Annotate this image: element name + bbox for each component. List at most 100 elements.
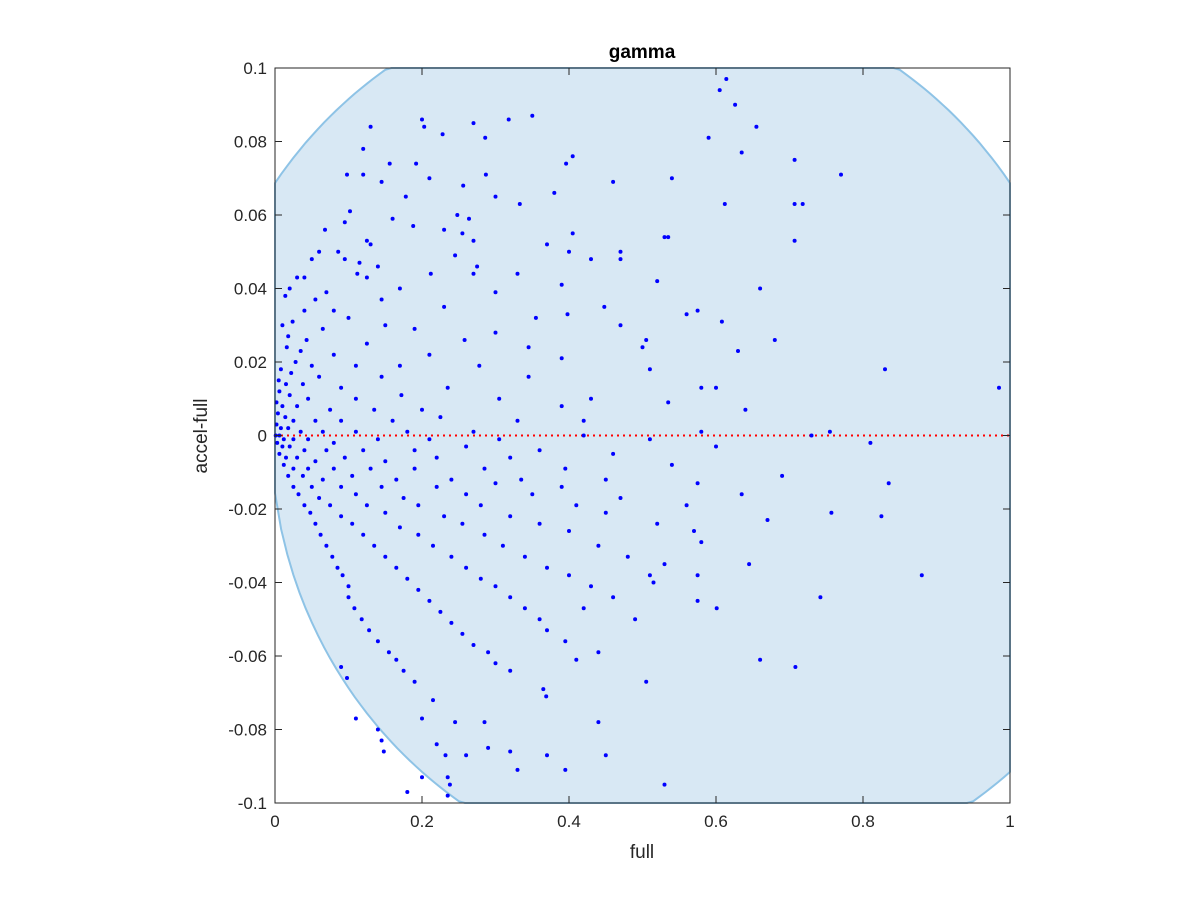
scatter-point — [603, 510, 608, 515]
scatter-point — [317, 374, 322, 379]
scatter-point — [306, 437, 311, 442]
scatter-point — [283, 415, 288, 420]
scatter-point — [829, 510, 834, 515]
scatter-point — [405, 576, 410, 581]
scatter-point — [328, 407, 333, 412]
scatter-point — [743, 407, 748, 412]
scatter-point — [482, 532, 487, 537]
scatter-point — [372, 407, 377, 412]
scatter-point — [792, 238, 797, 243]
scatter-point — [284, 345, 289, 350]
scatter-point — [339, 484, 344, 489]
scatter-point — [353, 492, 358, 497]
scatter-point — [739, 150, 744, 155]
scatter-point — [346, 595, 351, 600]
scatter-point — [545, 565, 549, 570]
scatter-point — [331, 308, 336, 313]
scatter-point — [724, 77, 729, 81]
scatter-point — [412, 466, 417, 471]
scatter-point — [361, 532, 366, 537]
scatter-point — [350, 521, 355, 526]
plot-area — [273, 67, 1011, 804]
scatter-point — [508, 749, 513, 754]
scatter-point — [478, 503, 483, 508]
scatter-point — [440, 132, 445, 137]
scatter-point — [339, 385, 344, 390]
scatter-point — [544, 694, 549, 699]
scatter-point — [453, 253, 458, 258]
scatter-point — [289, 371, 294, 375]
y-axis-label: accel-full — [191, 399, 212, 474]
scatter-point — [706, 135, 711, 140]
scatter-point — [434, 455, 439, 460]
scatter-point — [345, 676, 349, 680]
scatter-point — [736, 349, 740, 353]
scatter-point — [328, 503, 333, 508]
scatter-point — [357, 260, 362, 265]
scatter-point — [497, 437, 502, 442]
scatter-point — [361, 172, 366, 177]
scatter-point — [695, 573, 700, 578]
scatter-point — [537, 521, 542, 526]
scatter-point — [394, 477, 399, 482]
scatter-point — [412, 326, 417, 331]
scatter-point — [302, 308, 307, 313]
scatter-point — [567, 529, 571, 533]
scatter-point — [483, 135, 488, 140]
scatter-point — [280, 444, 285, 449]
scatter-point — [747, 562, 752, 567]
scatter-point — [275, 440, 280, 445]
scatter-point — [428, 271, 433, 276]
scatter-point — [695, 598, 700, 603]
scatter-point — [348, 209, 352, 214]
scatter-point — [306, 396, 311, 401]
scatter-point — [387, 161, 392, 166]
scatter-point — [717, 88, 722, 93]
x-axis-ticks: 0 0.2 0.4 0.6 0.8 1 — [270, 68, 1015, 831]
scatter-point — [280, 323, 285, 328]
scatter-point — [339, 418, 344, 423]
scatter-point — [317, 496, 322, 500]
scatter-point — [883, 367, 887, 372]
scatter-point — [567, 249, 571, 254]
scatter-point — [449, 554, 454, 559]
scatter-point — [287, 286, 292, 291]
x-tick-label: 0.8 — [851, 812, 875, 831]
y-tick-label: -0.06 — [228, 647, 267, 666]
scatter-point — [324, 543, 329, 548]
scatter-point — [739, 492, 744, 497]
scatter-point — [399, 393, 404, 398]
scatter-point — [361, 146, 366, 151]
scatter-point — [522, 606, 527, 611]
x-axis-label: full — [630, 842, 654, 863]
scatter-point — [471, 643, 476, 647]
scatter-point — [281, 462, 286, 467]
scatter-point — [699, 540, 704, 545]
scatter-point — [692, 529, 696, 533]
scatter-point — [427, 176, 432, 181]
x-tick-label: 1 — [1005, 812, 1014, 831]
scatter-point — [596, 650, 601, 655]
scatter-point — [361, 448, 366, 453]
scatter-point — [364, 238, 369, 243]
scatter-point — [517, 202, 522, 206]
scatter-point — [353, 429, 358, 434]
scatter-point — [559, 484, 564, 489]
scatter-point — [284, 455, 288, 460]
scatter-point — [515, 271, 520, 276]
scatter-point — [581, 433, 586, 438]
y-tick-label: -0.1 — [238, 794, 267, 813]
scatter-point — [420, 716, 424, 721]
scatter-point — [342, 257, 347, 262]
x-tick-label: 0 — [270, 812, 279, 831]
scatter-point — [662, 782, 667, 787]
scatter-point — [644, 679, 649, 684]
scatter-point — [545, 753, 549, 758]
x-tick-label: 0.4 — [557, 812, 581, 831]
scatter-point — [618, 249, 623, 254]
scatter-point — [331, 440, 336, 445]
scatter-point — [460, 231, 465, 236]
scatter-point — [350, 473, 355, 478]
scatter-point — [412, 448, 417, 453]
